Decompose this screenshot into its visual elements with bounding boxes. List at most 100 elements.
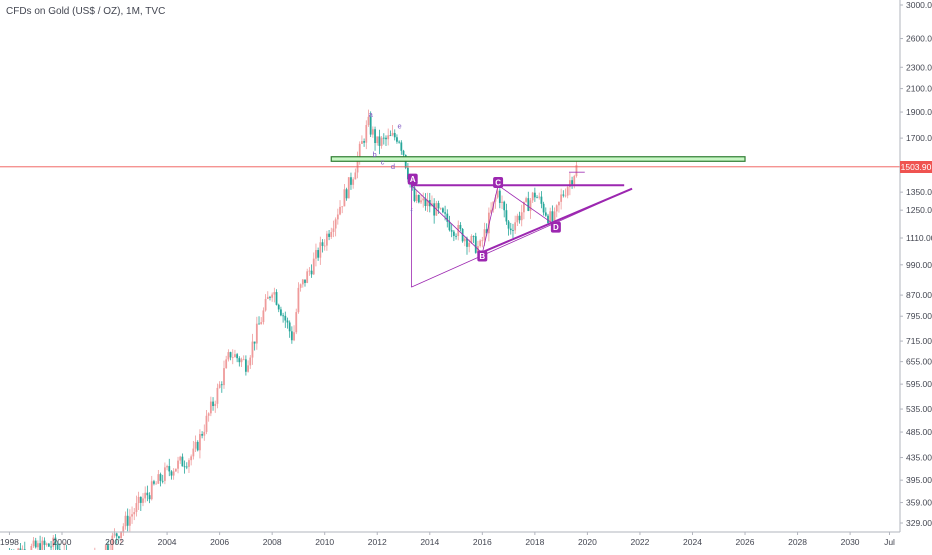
candle-body: [171, 471, 173, 475]
pattern-leg-ab: [411, 185, 482, 253]
candle-body: [282, 315, 284, 316]
candle-body: [333, 228, 335, 232]
candle-body: [192, 449, 194, 457]
pattern-point-d: D: [551, 222, 561, 233]
candle-body: [219, 384, 221, 388]
current-price-badge: 1503.90: [900, 161, 932, 173]
candle-body: [440, 208, 442, 209]
price-tick-label: 870.00: [906, 290, 932, 300]
triangle-bottom-line: [480, 189, 632, 254]
time-tick-label: 2016: [473, 537, 492, 547]
candle-body: [344, 189, 346, 206]
price-tick-label: 435.00: [906, 453, 932, 463]
candle-body: [35, 541, 37, 548]
candle-body: [238, 358, 240, 362]
candle-body: [449, 222, 451, 230]
candle-body: [438, 203, 440, 208]
candle-body: [256, 324, 258, 344]
candle-body: [418, 195, 420, 202]
price-tick-label: 329.00: [906, 518, 932, 528]
time-tick-label: 2010: [315, 537, 334, 547]
candle-body: [131, 514, 133, 516]
candle-body: [267, 297, 269, 299]
projection-base-line: [411, 189, 632, 287]
candle-body: [527, 198, 529, 211]
candle-body: [241, 359, 243, 362]
candle-body: [199, 434, 201, 450]
candle-body: [190, 456, 192, 460]
candle-body: [484, 229, 486, 240]
candle-body: [271, 295, 273, 298]
candle-body: [392, 133, 394, 135]
candle-body: [473, 236, 475, 237]
candle-body: [510, 229, 512, 231]
candle-body: [414, 187, 416, 201]
candle-body: [573, 176, 575, 184]
candle-body: [475, 236, 477, 253]
time-tick-label: 2026: [736, 537, 755, 547]
candle-body: [177, 461, 179, 469]
candle-body: [422, 198, 424, 200]
candle-body: [508, 221, 510, 228]
wave-label-c: c: [381, 157, 385, 166]
candle-body: [46, 544, 48, 545]
candle-body: [387, 135, 389, 139]
price-tick-label: 1700.00: [906, 133, 932, 143]
candle-body: [460, 225, 462, 229]
candle-body: [287, 320, 289, 322]
candle-body: [346, 189, 348, 198]
candle-body: [389, 135, 391, 136]
candle-body: [372, 129, 374, 134]
pattern-point-c: C: [493, 177, 503, 188]
candle-body: [260, 322, 262, 324]
price-tick-label: 795.00: [906, 311, 932, 321]
candle-body: [258, 324, 260, 325]
candle-body: [162, 481, 164, 482]
candle-body: [501, 202, 503, 203]
candle-body: [125, 516, 127, 526]
time-tick-label: 2012: [368, 537, 387, 547]
candle-body: [175, 469, 177, 472]
candle-body: [341, 206, 343, 207]
candle-body: [313, 259, 315, 275]
candle-body: [30, 546, 32, 550]
candle-body: [245, 359, 247, 371]
candle-body: [247, 365, 249, 371]
candle-body: [227, 352, 229, 359]
candle-body: [398, 142, 400, 143]
candle-body: [179, 457, 181, 461]
candle-body: [149, 495, 151, 499]
candle-body: [269, 297, 271, 298]
candle-body: [182, 457, 184, 467]
candle-body: [151, 481, 153, 499]
candle-body: [551, 211, 553, 222]
candle-body: [133, 512, 135, 514]
candle-body: [236, 354, 238, 358]
candle-body: [308, 271, 310, 272]
candle-body: [479, 241, 481, 246]
candle-body: [184, 466, 186, 467]
candle-body: [545, 212, 547, 215]
candle-body: [217, 388, 219, 404]
candle-body: [381, 138, 383, 146]
candle-body: [153, 481, 155, 483]
resistance-zone: [331, 157, 745, 162]
pattern-point-label: B: [479, 252, 485, 261]
candle-body: [444, 212, 446, 213]
pattern-point-label: C: [495, 178, 501, 187]
candle-body: [37, 543, 39, 547]
candle-body: [208, 413, 210, 415]
candle-body: [252, 342, 254, 358]
candle-body: [541, 197, 543, 204]
candle-body: [543, 204, 545, 213]
candles-group: [9, 110, 578, 550]
candle-body: [186, 467, 188, 468]
time-tick-label: 2018: [525, 537, 544, 547]
candle-body: [352, 179, 354, 184]
candle-body: [556, 205, 558, 211]
candle-body: [155, 484, 157, 485]
